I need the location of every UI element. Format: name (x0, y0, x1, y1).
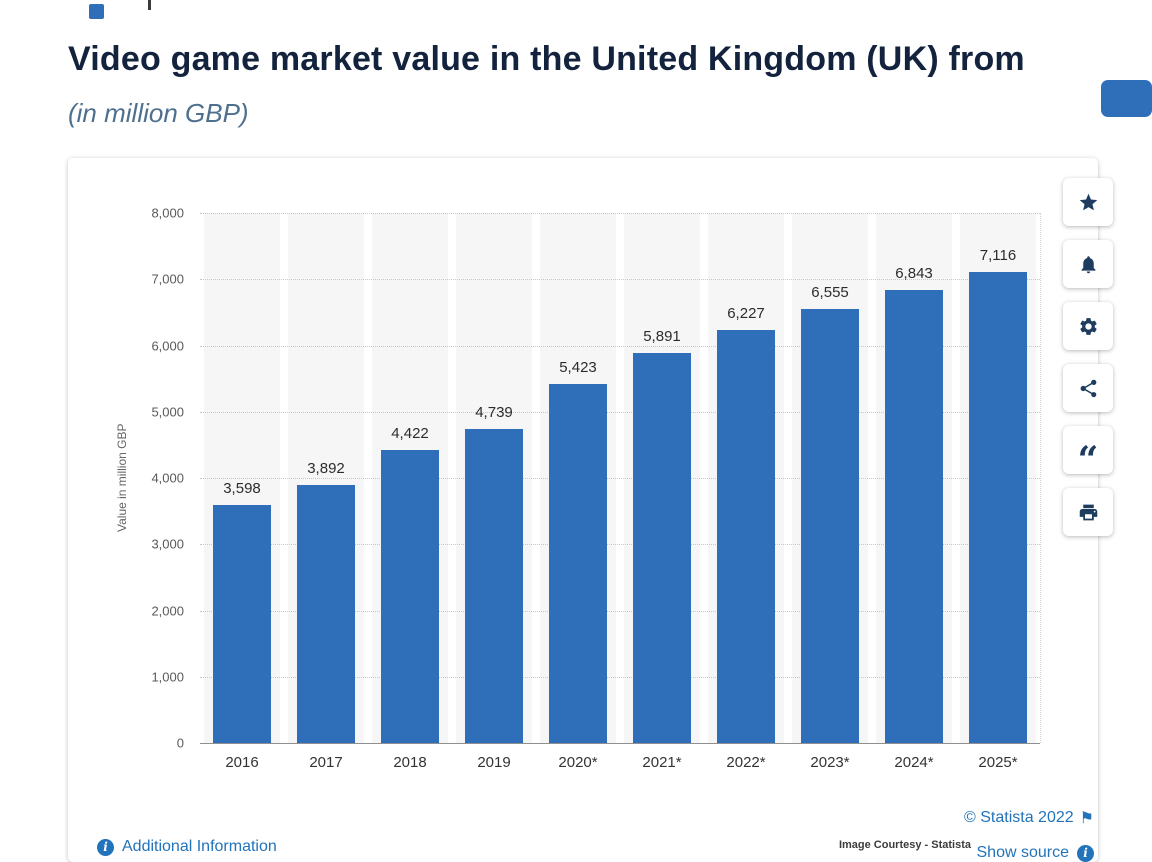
bar-value-label: 6,555 (811, 284, 849, 301)
bar-2024[interactable] (885, 290, 943, 743)
bar-value-label: 6,227 (727, 305, 765, 322)
x-axis-tick-label: 2017 (309, 754, 343, 771)
gear-button[interactable] (1063, 302, 1113, 350)
x-axis-tick-label: 2020* (558, 754, 598, 771)
chart-toolbar: “ (1063, 178, 1113, 536)
bar-column: 6,843 2024* (872, 213, 956, 771)
y-axis-tick-label: 4,000 (151, 470, 184, 486)
share-icon (1078, 378, 1099, 399)
print-icon (1078, 502, 1099, 523)
bar-value-label: 4,739 (475, 404, 513, 421)
x-axis-tick-label: 2023* (810, 754, 850, 771)
x-axis-tick-label: 2016 (225, 754, 259, 771)
star-icon (1078, 192, 1099, 213)
bar-column: 7,116 2025* (956, 213, 1040, 771)
bar-value-label: 5,891 (643, 328, 681, 345)
print-button[interactable] (1063, 488, 1113, 536)
bar-column: 3,892 2017 (284, 213, 368, 771)
bar-column: 5,891 2021* (620, 213, 704, 771)
bar-column: 4,422 2018 (368, 213, 452, 771)
page-subtitle: (in million GBP) (68, 98, 249, 128)
gridline (200, 677, 1040, 678)
bar-column: 3,598 2016 (200, 213, 284, 771)
copyright-link[interactable]: © Statista 2022 ⚑ (964, 808, 1094, 827)
bar-series: 3,598 2016 3,892 2017 4,422 2018 4,739 2019 5,42… (200, 213, 1040, 771)
gridline (200, 412, 1040, 413)
bar-chart: 8,000 7,000 6,000 5,000 4,000 3,000 2,000 1,000… (151, 206, 1041, 771)
bar-2023[interactable] (801, 309, 859, 743)
bar-2018[interactable] (381, 450, 439, 743)
info-icon: i (1077, 844, 1094, 862)
gridline (200, 544, 1040, 545)
bar-2025[interactable] (969, 272, 1027, 743)
gridline (200, 478, 1040, 479)
x-axis-tick-label: 2024* (894, 754, 934, 771)
bar-value-label: 5,423 (559, 359, 597, 376)
gridline (200, 279, 1040, 280)
flag-icon: ⚑ (1079, 808, 1094, 827)
quote-button[interactable]: “ (1063, 426, 1113, 478)
gridline (200, 611, 1040, 612)
bar-column: 6,555 2023* (788, 213, 872, 771)
page-title: Video game market value in the United Ki… (68, 40, 1025, 78)
bar-value-label: 6,843 (895, 265, 933, 282)
x-axis-tick-label: 2018 (393, 754, 427, 771)
x-axis-tick-label: 2022* (726, 754, 766, 771)
bar-value-label: 4,422 (391, 425, 429, 442)
gear-icon (1078, 316, 1099, 337)
image-courtesy-label: Image Courtesy - Statista (838, 839, 971, 851)
x-axis-line (200, 743, 1040, 744)
bar-value-label: 7,116 (979, 247, 1017, 264)
bell-icon (1078, 254, 1099, 275)
info-icon: i (97, 838, 114, 856)
bar-value-label: 3,892 (307, 460, 345, 477)
show-source-link[interactable]: Show source i (976, 844, 1094, 862)
bar-2022[interactable] (717, 330, 775, 743)
x-axis-tick-label: 2019 (477, 754, 511, 771)
ui-fragment-blue-square (89, 4, 104, 19)
show-source-label: Show source (976, 844, 1070, 861)
y-axis-tick-label: 2,000 (151, 603, 184, 619)
y-axis-tick-label: 0 (176, 735, 184, 751)
bar-2020[interactable] (549, 384, 607, 743)
y-axis-tick-label: 8,000 (151, 205, 184, 221)
additional-information-link[interactable]: i Additional Information (97, 838, 277, 856)
gridline (200, 213, 1040, 214)
share-button[interactable] (1063, 364, 1113, 412)
bar-column: 4,739 2019 (452, 213, 536, 771)
gridline (200, 346, 1040, 347)
bar-column: 6,227 2022* (704, 213, 788, 771)
y-axis-tick-label: 5,000 (151, 404, 184, 420)
ui-fragment-mark (148, 0, 151, 10)
bar-column: 5,423 2020* (536, 213, 620, 771)
additional-information-label: Additional Information (122, 838, 277, 855)
x-axis-tick-label: 2025* (978, 754, 1018, 771)
bell-button[interactable] (1063, 240, 1113, 288)
bar-value-label: 3,598 (223, 480, 261, 497)
y-axis-tick-label: 3,000 (151, 536, 184, 552)
y-axis-tick-label: 1,000 (151, 669, 184, 685)
bar-2021[interactable] (633, 353, 691, 743)
copyright-label: © Statista 2022 (964, 808, 1074, 826)
y-axis-tick-label: 7,000 (151, 271, 184, 287)
bar-2017[interactable] (297, 485, 355, 743)
star-button[interactable] (1063, 178, 1113, 226)
bar-2016[interactable] (213, 505, 271, 743)
x-axis-tick-label: 2021* (642, 754, 682, 771)
bar-2019[interactable] (465, 429, 523, 743)
floating-side-button[interactable] (1101, 80, 1152, 117)
y-axis-tick-label: 6,000 (151, 338, 184, 354)
chart-card: Value in million GBP 8,000 7,000 6,000 5,00… (68, 158, 1098, 862)
